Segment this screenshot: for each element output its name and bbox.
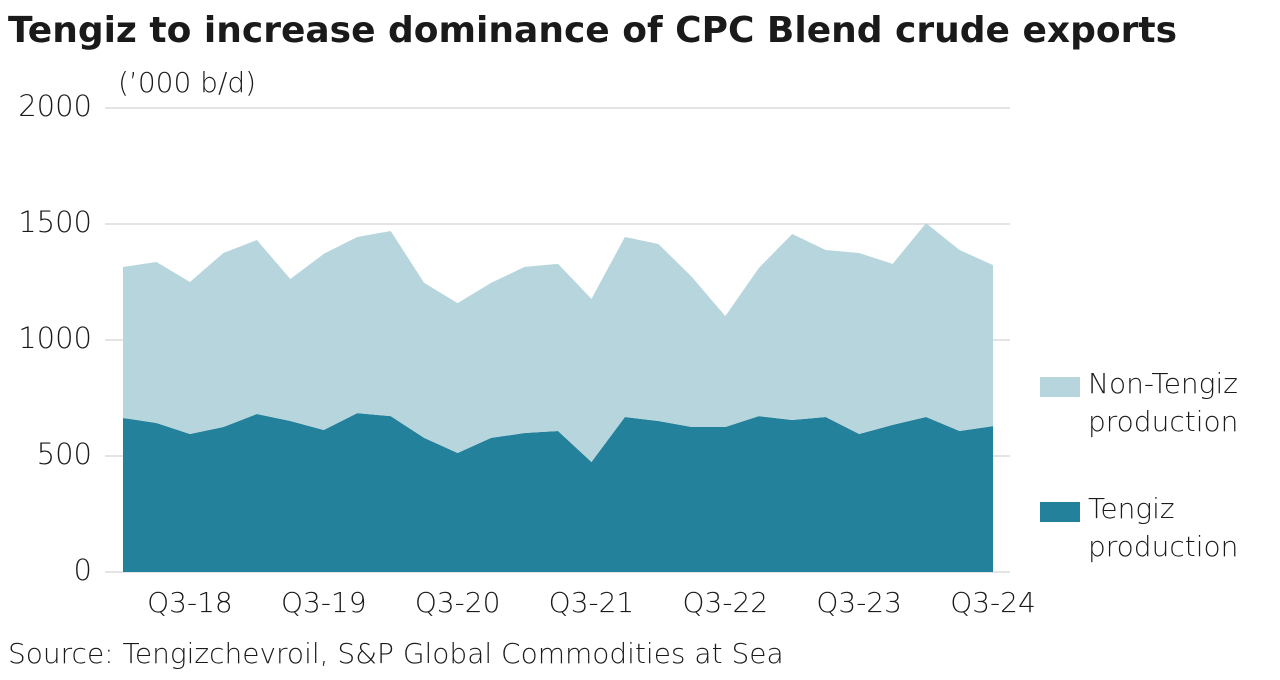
chart-title: Tengiz to increase dominance of CPC Blen…	[8, 10, 1177, 51]
plot-area	[123, 223, 993, 572]
axes: 0 500 1000 1500 2000 Q3-18 Q3-19 Q3-20 Q3-21 Q3-2…	[18, 89, 1036, 619]
x-tick-label: Q3-23	[816, 586, 902, 619]
legend-swatch	[1040, 502, 1080, 522]
y-tick-label: 0	[74, 553, 92, 587]
y-tick-label: 2000	[18, 89, 92, 123]
legend-item: Non-Tengiz production	[1040, 365, 1268, 441]
legend-swatch	[1040, 377, 1080, 397]
x-tick-label: Q3-18	[147, 586, 233, 619]
x-tick-label: Q3-20	[415, 586, 501, 619]
legend-label: Non-Tengiz production	[1088, 367, 1239, 438]
x-tick-label: Q3-24	[950, 586, 1036, 619]
y-tick-label: 1500	[18, 205, 92, 239]
x-tick-label: Q3-19	[281, 586, 367, 619]
legend-item: Tengiz production	[1040, 490, 1268, 566]
source-note: Source: Tengizchevroil, S&P Global Commo…	[8, 637, 784, 670]
x-tick-label: Q3-22	[683, 586, 769, 619]
chart-subtitle: (’000 b/d)	[118, 66, 256, 99]
y-tick-label: 1000	[18, 321, 92, 355]
x-tick-label: Q3-21	[549, 586, 635, 619]
y-tick-label: 500	[37, 437, 92, 471]
area	[123, 223, 993, 463]
legend-label: Tengiz production	[1088, 492, 1239, 563]
area	[123, 413, 993, 572]
